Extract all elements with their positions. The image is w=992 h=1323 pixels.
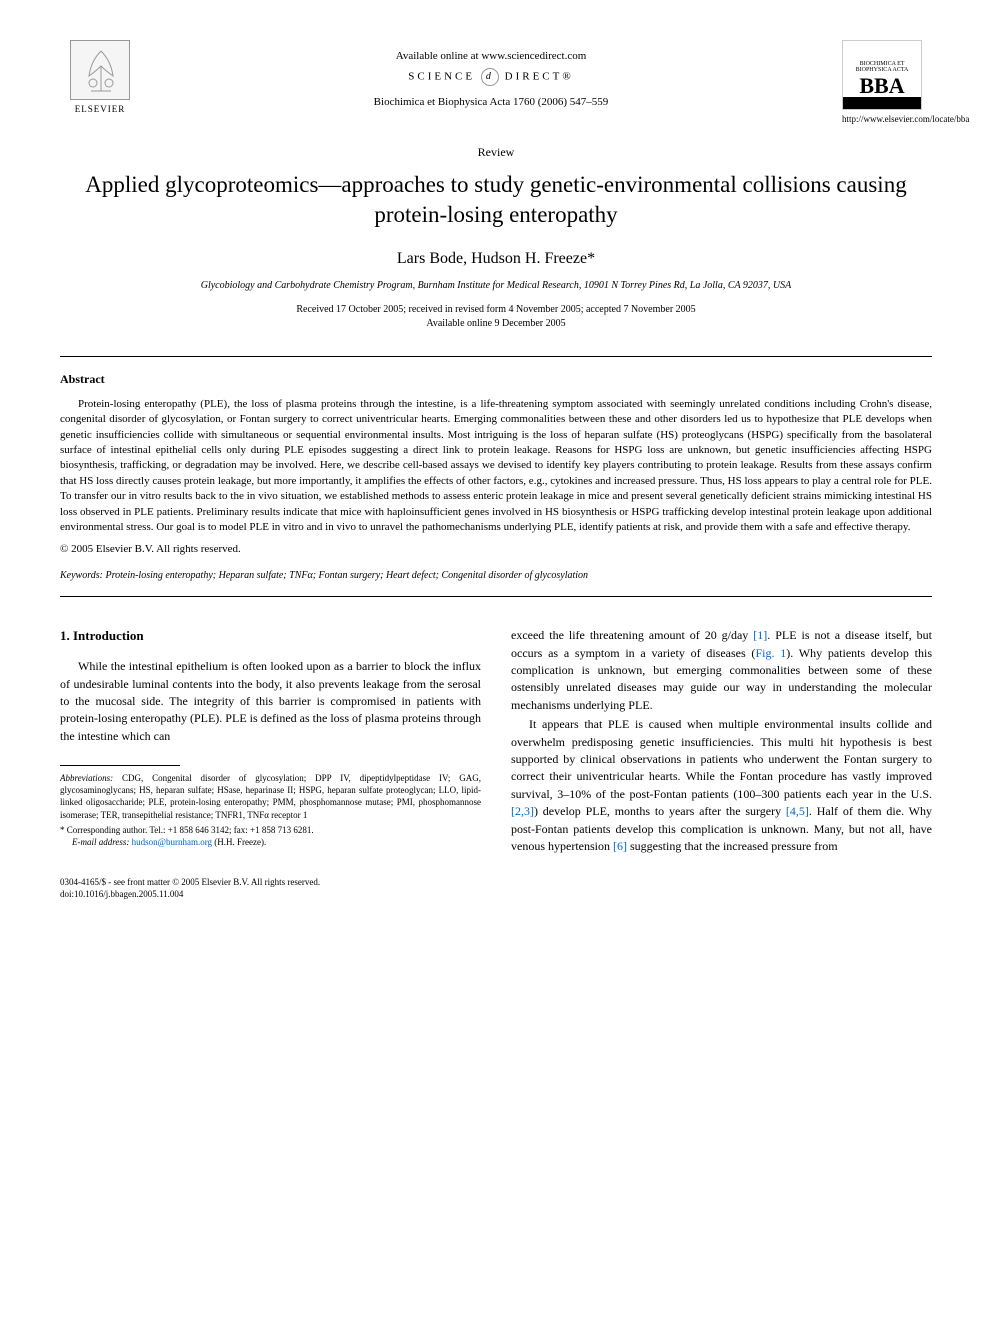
page-header: ELSEVIER Available online at www.science… <box>60 40 932 130</box>
sciencedirect-logo: SCIENCE d DIRECT® <box>140 68 842 86</box>
email-suffix: (H.H. Freeze). <box>212 837 266 847</box>
bottom-publication-info: 0304-4165/$ - see front matter © 2005 El… <box>60 877 932 900</box>
col2-para2: It appears that PLE is caused when multi… <box>511 716 932 855</box>
header-center: Available online at www.sciencedirect.co… <box>140 40 842 108</box>
sd-right: DIRECT® <box>505 71 574 83</box>
email-address[interactable]: hudson@burnham.org <box>129 837 212 847</box>
available-online-text: Available online at www.sciencedirect.co… <box>140 50 842 62</box>
affiliation: Glycobiology and Carbohydrate Chemistry … <box>60 280 932 291</box>
sd-d-icon: d <box>481 68 499 86</box>
body-columns: 1. Introduction While the intestinal epi… <box>60 627 932 857</box>
abbreviations-footnote: Abbreviations: CDG, Congenital disorder … <box>60 772 481 821</box>
article-dates: Received 17 October 2005; received in re… <box>60 303 932 331</box>
keywords-line: Keywords: Protein-losing enteropathy; He… <box>60 570 932 581</box>
keywords-label: Keywords: <box>60 570 103 581</box>
divider-top <box>60 356 932 357</box>
ref-4-5[interactable]: [4,5] <box>786 804 809 818</box>
abstract-text: Protein-losing enteropathy (PLE), the lo… <box>60 397 932 536</box>
article-title: Applied glycoproteomics—approaches to st… <box>60 170 932 230</box>
elsevier-tree-icon <box>70 40 130 100</box>
fig-1-link[interactable]: Fig. 1 <box>755 646 786 660</box>
sd-left: SCIENCE <box>408 71 475 83</box>
col2-p1-a: exceed the life threatening amount of 20… <box>511 628 753 642</box>
footnote-divider <box>60 765 180 766</box>
col2-p2-a: It appears that PLE is caused when multi… <box>511 717 932 801</box>
email-label: E-mail address: <box>72 837 129 847</box>
bba-letters: BBA <box>843 75 921 97</box>
review-label: Review <box>60 145 932 160</box>
corresponding-author: * Corresponding author. Tel.: +1 858 646… <box>60 824 481 836</box>
copyright: © 2005 Elsevier B.V. All rights reserved… <box>60 543 932 555</box>
elsevier-label: ELSEVIER <box>75 104 126 114</box>
ref-6[interactable]: [6] <box>613 839 627 853</box>
col2-para1: exceed the life threatening amount of 20… <box>511 627 932 714</box>
authors: Lars Bode, Hudson H. Freeze* <box>60 250 932 268</box>
journal-info: Biochimica et Biophysica Acta 1760 (2006… <box>140 96 842 108</box>
bba-url: http://www.elsevier.com/locate/bba <box>842 114 932 124</box>
ref-1[interactable]: [1] <box>753 628 767 642</box>
issn-line: 0304-4165/$ - see front matter © 2005 El… <box>60 877 932 889</box>
column-left: 1. Introduction While the intestinal epi… <box>60 627 481 857</box>
divider-bottom <box>60 596 932 597</box>
elsevier-logo: ELSEVIER <box>60 40 140 130</box>
bba-cover-icon: BIOCHIMICA ET BIOPHYSICA ACTA BBA <box>842 40 922 110</box>
dates-line1: Received 17 October 2005; received in re… <box>60 303 932 317</box>
bba-bar <box>843 97 921 109</box>
col2-p2-b: ) develop PLE, months to years after the… <box>534 804 786 818</box>
bba-logo-block: BIOCHIMICA ET BIOPHYSICA ACTA BBA http:/… <box>842 40 932 124</box>
ref-2-3[interactable]: [2,3] <box>511 804 534 818</box>
abbrev-text: CDG, Congenital disorder of glycosylatio… <box>60 773 481 819</box>
abstract-heading: Abstract <box>60 372 932 387</box>
dates-line2: Available online 9 December 2005 <box>60 317 932 331</box>
column-right: exceed the life threatening amount of 20… <box>511 627 932 857</box>
col1-para1: While the intestinal epithelium is often… <box>60 658 481 745</box>
email-line: E-mail address: hudson@burnham.org (H.H.… <box>60 836 481 848</box>
keywords-text: Protein-losing enteropathy; Heparan sulf… <box>103 570 588 581</box>
intro-heading: 1. Introduction <box>60 627 481 646</box>
doi-line: doi:10.1016/j.bbagen.2005.11.004 <box>60 889 932 901</box>
col2-p2-d: suggesting that the increased pressure f… <box>627 839 838 853</box>
abbrev-label: Abbreviations: <box>60 773 113 783</box>
